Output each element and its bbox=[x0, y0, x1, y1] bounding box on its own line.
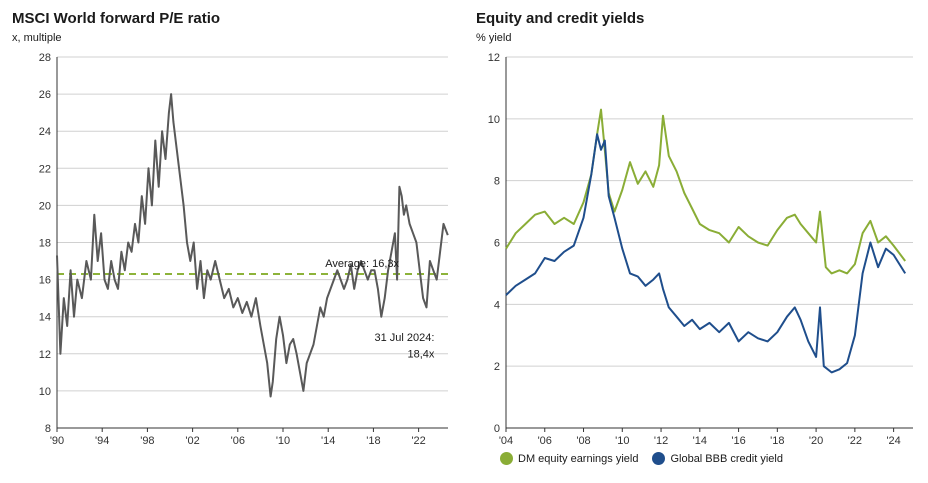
y-tick-label: 26 bbox=[39, 89, 51, 101]
legend-swatch-equity bbox=[500, 452, 513, 465]
x-tick-label: '08 bbox=[576, 435, 590, 447]
x-tick-label: '18 bbox=[770, 435, 784, 447]
x-tick-label: '14 bbox=[693, 435, 707, 447]
y-tick-label: 10 bbox=[39, 386, 51, 398]
x-tick-label: '14 bbox=[321, 435, 335, 447]
x-tick-label: '22 bbox=[411, 435, 425, 447]
y-tick-label: 8 bbox=[45, 423, 51, 435]
y-tick-label: 24 bbox=[39, 126, 51, 138]
y-tick-label: 4 bbox=[494, 299, 500, 311]
x-tick-label: '12 bbox=[654, 435, 668, 447]
x-tick-label: '10 bbox=[615, 435, 629, 447]
y-tick-label: 2 bbox=[494, 361, 500, 373]
x-tick-label: '20 bbox=[809, 435, 823, 447]
yields-legend: DM equity earnings yield Global BBB cred… bbox=[500, 452, 797, 465]
x-tick-label: '94 bbox=[95, 435, 109, 447]
annotation-line-1: 31 Jul 2024: bbox=[375, 332, 435, 344]
y-tick-label: 0 bbox=[494, 423, 500, 435]
annotation-line-2: 18,4x bbox=[408, 349, 435, 361]
y-tick-label: 12 bbox=[488, 52, 500, 64]
legend-swatch-credit bbox=[652, 452, 666, 465]
y-tick-label: 18 bbox=[39, 238, 51, 250]
average-label: Average: 16,3x bbox=[325, 258, 399, 270]
y-tick-label: 22 bbox=[39, 163, 51, 175]
legend-label-equity: DM equity earnings yield bbox=[518, 452, 639, 465]
legend-label-credit: Global BBB credit yield bbox=[670, 452, 783, 465]
x-tick-label: '18 bbox=[366, 435, 380, 447]
series-line-1-0 bbox=[505, 108, 906, 275]
x-tick-label: '24 bbox=[886, 435, 900, 447]
yields-chart-subtitle: % yield bbox=[476, 32, 512, 44]
y-tick-label: 6 bbox=[494, 238, 500, 250]
yields-chart-plot: 0 2 4 6 8 10 12 '04 '06 '08 '10 '12 '14 '16 '18 '20 '22 '… bbox=[488, 52, 913, 447]
series-line-1-1 bbox=[505, 133, 907, 374]
y-tick-label: 8 bbox=[494, 176, 500, 188]
x-tick-label: '06 bbox=[231, 435, 245, 447]
yields-panel: Equity and credit yields % yield 0 2 4 6 8 10… bbox=[464, 0, 928, 483]
y-tick-label: 10 bbox=[488, 114, 500, 126]
pe-chart-subtitle: x, multiple bbox=[12, 32, 62, 44]
x-tick-label: '90 bbox=[50, 435, 64, 447]
x-tick-label: '10 bbox=[276, 435, 290, 447]
x-tick-label: '22 bbox=[848, 435, 862, 447]
pe-ratio-panel: MSCI World forward P/E ratio x, multiple… bbox=[12, 10, 449, 447]
x-tick-label: '98 bbox=[140, 435, 154, 447]
x-tick-label: '02 bbox=[185, 435, 199, 447]
y-tick-label: 16 bbox=[39, 275, 51, 287]
x-tick-label: '04 bbox=[499, 435, 513, 447]
legend-item-equity: DM equity earnings yield bbox=[500, 452, 638, 465]
y-tick-label: 14 bbox=[39, 312, 51, 324]
series-line-0-0 bbox=[56, 93, 449, 398]
y-tick-label: 20 bbox=[39, 200, 51, 212]
pe-chart-plot: 8 10 12 14 16 18 20 22 24 26 28 '90 '94 '98 '02 '06 '10 '… bbox=[39, 52, 449, 447]
x-tick-label: '06 bbox=[538, 435, 552, 447]
yields-chart-title: Equity and credit yields bbox=[476, 10, 645, 27]
pe-chart-title: MSCI World forward P/E ratio bbox=[12, 10, 221, 27]
y-tick-label: 28 bbox=[39, 52, 51, 64]
x-tick-label: '16 bbox=[731, 435, 745, 447]
legend-item-credit: Global BBB credit yield bbox=[652, 452, 783, 465]
y-tick-label: 12 bbox=[39, 349, 51, 361]
